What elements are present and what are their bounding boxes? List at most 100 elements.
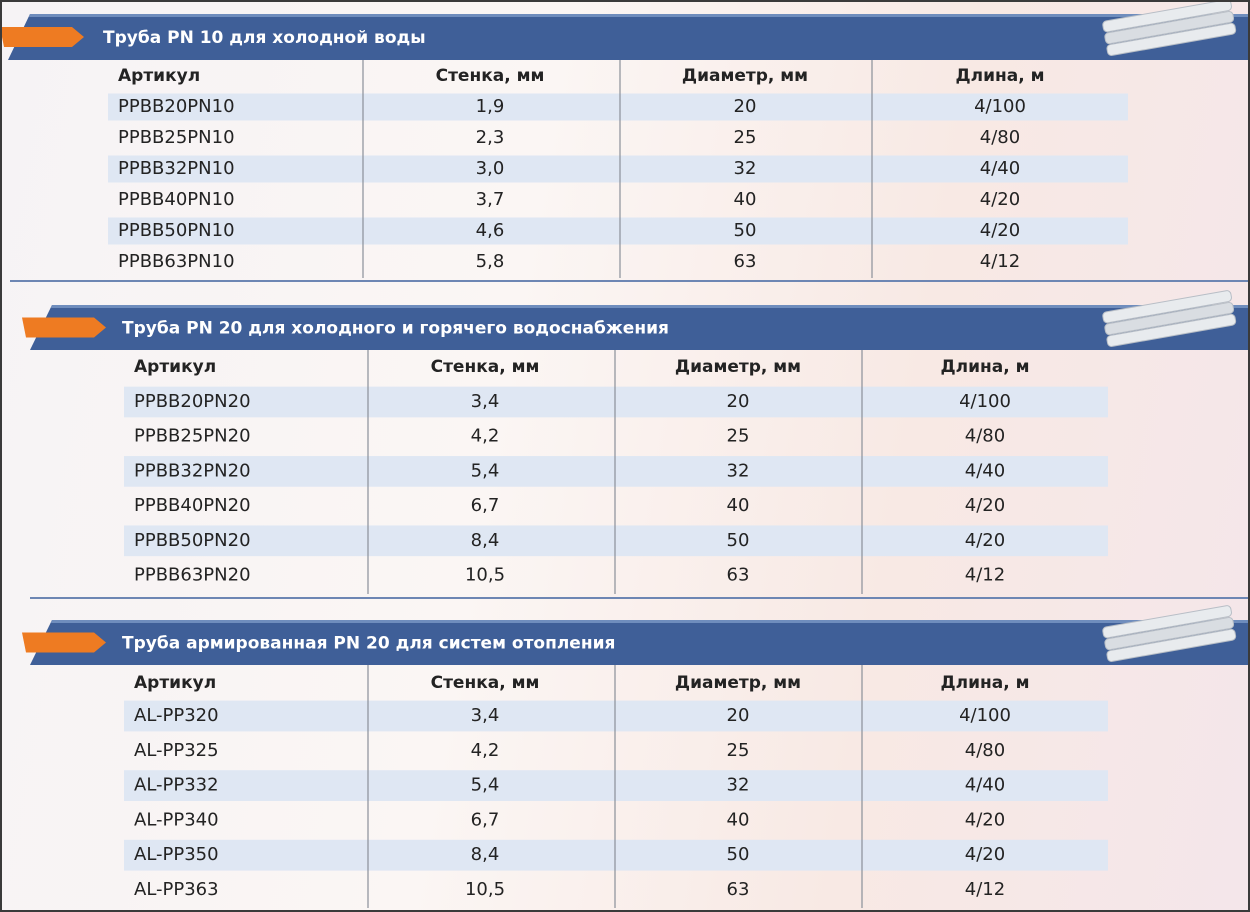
value-cell: 40 [727, 809, 750, 830]
value-cell: 8,4 [471, 844, 500, 865]
value-cell: 8,4 [471, 530, 500, 551]
value-cell: 63 [727, 565, 750, 586]
value-cell: 20 [727, 705, 750, 726]
row-stripe [124, 839, 1108, 871]
orange-arrow [22, 317, 106, 338]
value-cell: 4/20 [965, 809, 1005, 830]
value-cell: 4,2 [471, 426, 500, 447]
column-header: Диаметр, мм [675, 673, 801, 693]
value-cell: 4/100 [959, 391, 1011, 412]
column-header: Стенка, мм [431, 673, 540, 693]
value-cell: 4/20 [965, 844, 1005, 865]
article-cell: PPBB50PN10 [118, 220, 235, 241]
article-cell: PPBB32PN10 [118, 158, 235, 179]
pipe-image [1104, 10, 1235, 45]
row-stripe [108, 93, 1128, 121]
row-stripe [124, 700, 1108, 732]
article-cell: PPBB40PN20 [134, 495, 251, 516]
value-cell: 4,6 [476, 220, 505, 241]
value-cell: 4/40 [980, 158, 1020, 179]
value-cell: 2,3 [476, 127, 505, 148]
section-title: Труба PN 10 для холодной воды [103, 28, 426, 48]
value-cell: 40 [734, 189, 757, 210]
column-header: Артикул [134, 673, 216, 693]
value-cell: 50 [734, 220, 757, 241]
value-cell: 25 [727, 426, 750, 447]
value-cell: 5,4 [471, 775, 500, 796]
orange-arrow [22, 632, 106, 653]
banner-highlight [29, 14, 1250, 17]
value-cell: 50 [727, 530, 750, 551]
pipe-image [1104, 301, 1235, 336]
article-cell: PPBB50PN20 [134, 530, 251, 551]
pipe-image [1106, 313, 1237, 347]
value-cell: 4/80 [965, 740, 1005, 761]
value-cell: 4/100 [974, 96, 1026, 117]
row-stripe [124, 456, 1108, 487]
article-cell: PPBB20PN10 [118, 96, 235, 117]
row-stripe [108, 217, 1128, 245]
value-cell: 6,7 [471, 495, 500, 516]
value-cell: 5,4 [471, 460, 500, 481]
section-title: Труба PN 20 для холодного и горячего вод… [122, 319, 669, 339]
pipe-image [1106, 22, 1237, 56]
value-cell: 4/12 [965, 879, 1005, 900]
row-stripe [108, 155, 1128, 183]
value-cell: 5,8 [476, 251, 505, 272]
value-cell: 4/20 [965, 530, 1005, 551]
value-cell: 4/40 [965, 775, 1005, 796]
section-banner [30, 305, 1250, 350]
article-cell: AL-PP332 [134, 775, 219, 796]
value-cell: 63 [727, 879, 750, 900]
column-header: Артикул [118, 66, 200, 86]
value-cell: 40 [727, 495, 750, 516]
article-cell: AL-PP350 [134, 844, 219, 865]
article-cell: PPBB63PN10 [118, 251, 235, 272]
value-cell: 4/80 [980, 127, 1020, 148]
value-cell: 25 [727, 740, 750, 761]
article-cell: AL-PP325 [134, 740, 219, 761]
value-cell: 4/12 [980, 251, 1020, 272]
column-header: Диаметр, мм [682, 66, 808, 86]
article-cell: PPBB40PN10 [118, 189, 235, 210]
pipe-image [1102, 290, 1232, 324]
value-cell: 20 [734, 96, 757, 117]
article-cell: PPBB20PN20 [134, 391, 251, 412]
article-cell: AL-PP363 [134, 879, 219, 900]
value-cell: 4/20 [965, 495, 1005, 516]
column-header: Стенка, мм [431, 357, 540, 377]
value-cell: 4/100 [959, 705, 1011, 726]
value-cell: 3,7 [476, 189, 505, 210]
value-cell: 32 [734, 158, 757, 179]
value-cell: 50 [727, 844, 750, 865]
value-cell: 63 [734, 251, 757, 272]
value-cell: 10,5 [465, 565, 505, 586]
value-cell: 10,5 [465, 879, 505, 900]
value-cell: 4/12 [965, 565, 1005, 586]
pipe-image [1102, 605, 1232, 639]
column-header: Диаметр, мм [675, 357, 801, 377]
article-cell: AL-PP320 [134, 705, 219, 726]
value-cell: 20 [727, 391, 750, 412]
article-cell: PPBB63PN20 [134, 565, 251, 586]
section-banner [30, 620, 1250, 665]
section-banner [8, 14, 1250, 60]
pipe-image [1102, 0, 1232, 33]
column-header: Длина, м [941, 357, 1030, 377]
article-cell: AL-PP340 [134, 809, 219, 830]
banner-highlight [51, 620, 1250, 623]
value-cell: 4/20 [980, 220, 1020, 241]
value-cell: 4/20 [980, 189, 1020, 210]
value-cell: 1,9 [476, 96, 505, 117]
banner-highlight [51, 305, 1250, 308]
pipe-image [1106, 628, 1237, 662]
column-header: Стенка, мм [436, 66, 545, 86]
value-cell: 25 [734, 127, 757, 148]
value-cell: 32 [727, 775, 750, 796]
row-stripe [124, 386, 1108, 418]
article-cell: PPBB32PN20 [134, 460, 251, 481]
section-title: Труба армированная PN 20 для систем отоп… [122, 634, 615, 654]
